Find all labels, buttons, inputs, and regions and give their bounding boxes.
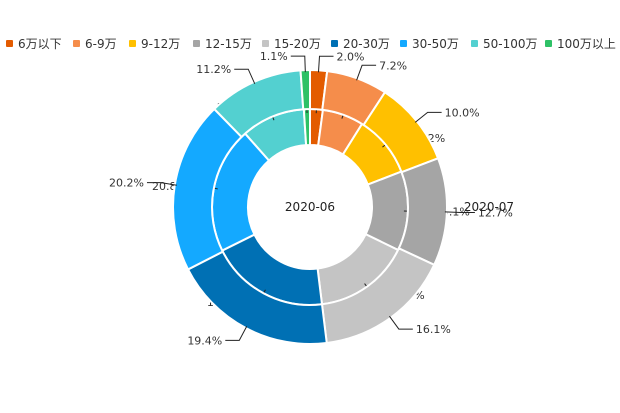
slice-label: 19.4% (187, 334, 222, 347)
slice-label: 2.0% (336, 50, 364, 63)
legend-label: 12-15万 (205, 36, 252, 51)
legend-swatch (400, 39, 407, 47)
legend-label: 6万以下 (18, 36, 62, 51)
label-leader-line (444, 211, 475, 213)
legend-swatch (262, 39, 269, 47)
legend-item[interactable]: 50-100万 (471, 35, 538, 51)
slice-label: 12.7% (478, 206, 513, 219)
inner-ring (211, 107, 409, 306)
label-leader-line (317, 55, 334, 73)
legend-swatch (73, 39, 80, 47)
legend-label: 20-30万 (343, 36, 390, 51)
legend-item[interactable]: 30-50万 (400, 35, 459, 51)
legend: 6万以下 6-9万 9-12万 12-15万 15-20万 20-30万 30-50万 50-… (0, 35, 620, 51)
slice-label: 16.1% (416, 323, 451, 336)
legend-swatch (6, 39, 13, 47)
slice-label: 1.1% (260, 50, 288, 63)
legend-label: 100万以上 (557, 36, 616, 51)
label-leader-line (389, 315, 413, 330)
legend-swatch (193, 39, 200, 47)
legend-label: 50-100万 (483, 36, 538, 51)
slice-label: 20.2% (109, 177, 144, 190)
label-leader-line (290, 55, 306, 73)
outer-series-name: 2020-07 (464, 200, 514, 214)
slice-label: 11.2% (196, 63, 231, 76)
legend-item[interactable]: 15-20万 (262, 35, 321, 51)
inner-series-name: 2020-06 (285, 200, 335, 214)
label-leader-line (146, 182, 177, 186)
legend-swatch (545, 39, 552, 47)
legend-swatch (129, 39, 136, 47)
legend-item[interactable]: 6万以下 (6, 35, 62, 51)
legend-swatch (331, 39, 338, 47)
legend-swatch (471, 39, 478, 47)
legend-label: 30-50万 (412, 36, 459, 51)
legend-item[interactable]: 12-15万 (193, 35, 252, 51)
legend-item[interactable]: 9-12万 (129, 35, 180, 51)
outer-slice[interactable] (299, 68, 311, 111)
label-leader-line (356, 64, 377, 81)
legend-label: 6-9万 (85, 36, 117, 51)
legend-label: 15-20万 (274, 36, 321, 51)
legend-item[interactable]: 100万以上 (545, 35, 616, 51)
label-leader-line (225, 326, 248, 341)
legend-label: 9-12万 (141, 36, 181, 51)
legend-item[interactable]: 6-9万 (73, 35, 117, 51)
slice-label: 7.2% (379, 59, 407, 72)
outer-ring (172, 68, 448, 345)
label-leader-line (234, 68, 256, 85)
legend-item[interactable]: 20-30万 (331, 35, 390, 51)
slice-label: 10.0% (445, 106, 480, 119)
inner-slice[interactable] (302, 107, 311, 147)
label-leader-line (414, 111, 442, 123)
